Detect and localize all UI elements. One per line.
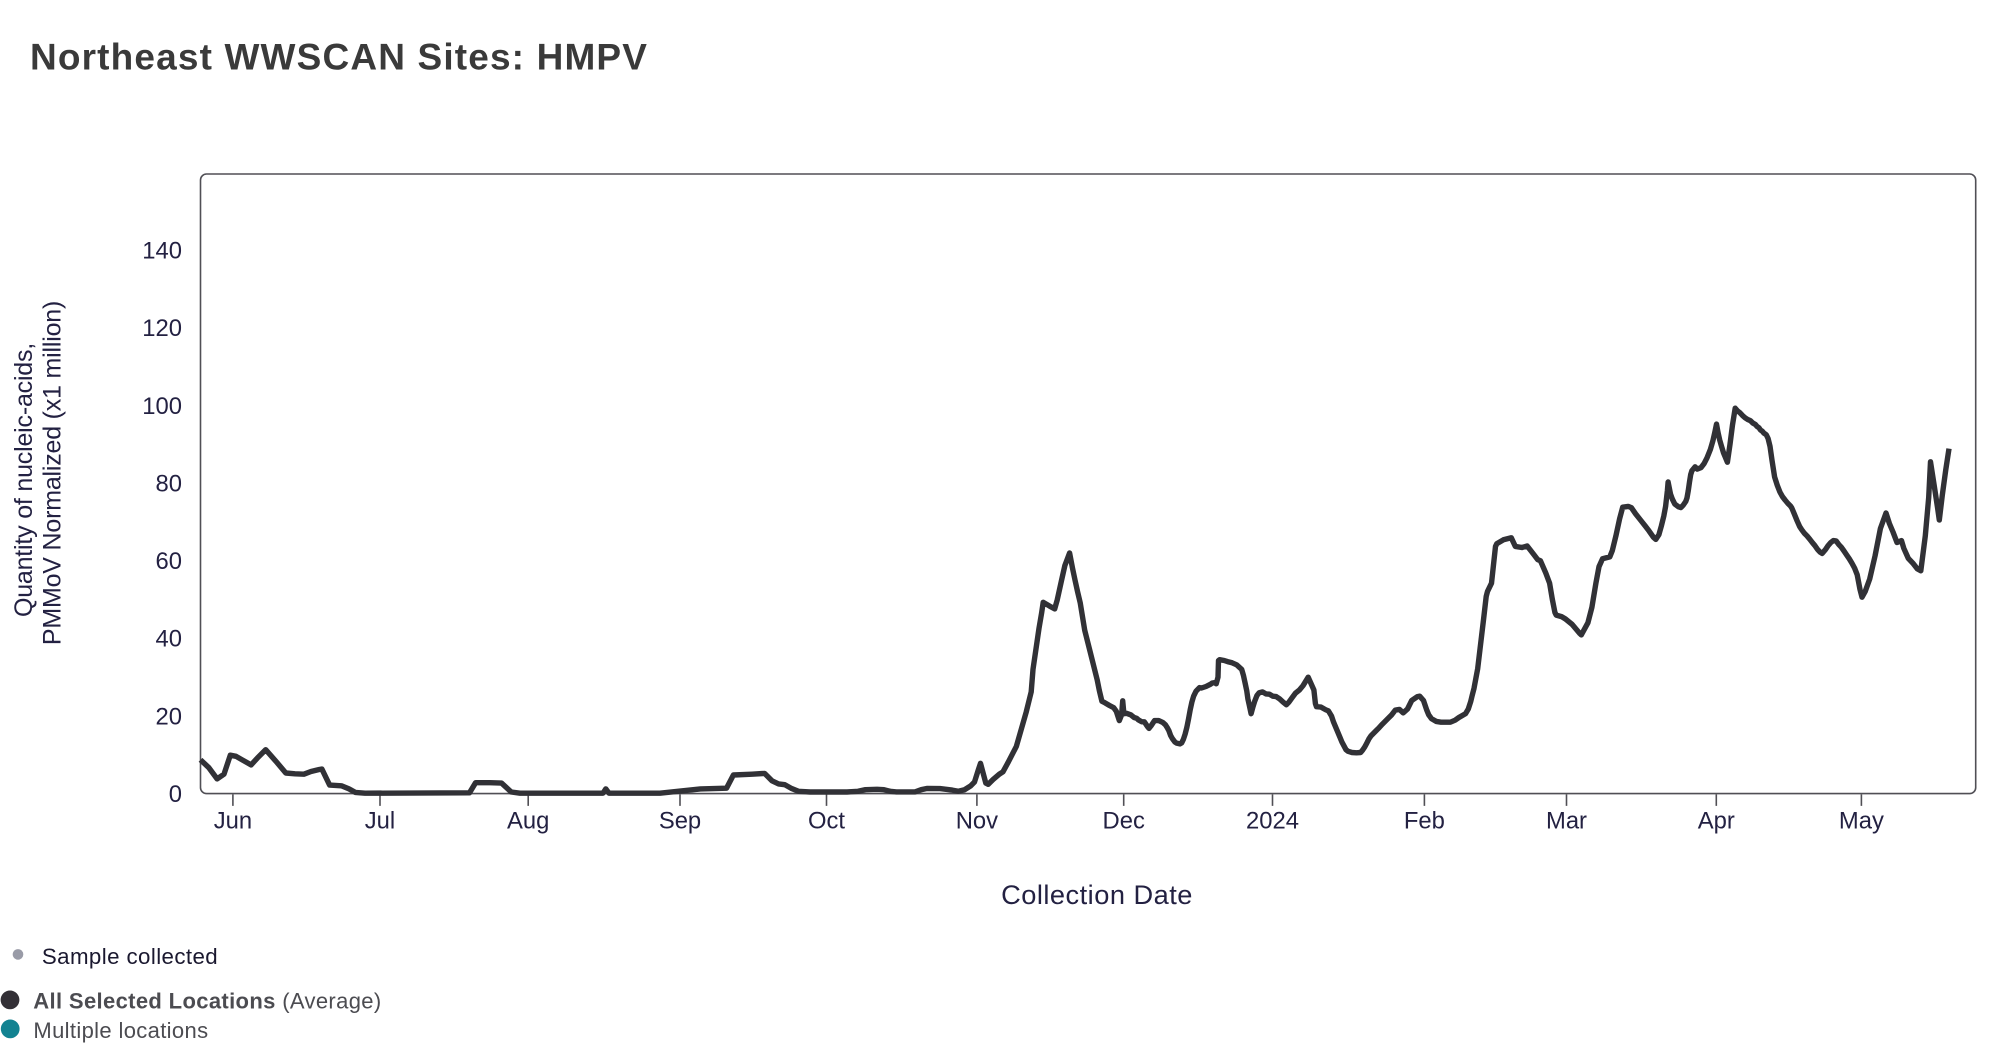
svg-text:Aug: Aug — [507, 808, 549, 835]
svg-text:PMMoV Normalized (x1 million): PMMoV Normalized (x1 million) — [39, 301, 67, 645]
svg-text:0: 0 — [169, 781, 182, 808]
svg-text:Dec: Dec — [1103, 808, 1145, 835]
svg-text:Sample collected: Sample collected — [42, 944, 218, 969]
svg-text:All Selected Locations (Averag: All Selected Locations (Average) — [33, 988, 381, 1013]
svg-text:Sep: Sep — [659, 808, 701, 835]
svg-text:20: 20 — [156, 703, 182, 730]
svg-text:Nov: Nov — [956, 808, 998, 835]
svg-text:Jul: Jul — [365, 808, 395, 835]
svg-text:Quantity of nucleic-acids,: Quantity of nucleic-acids, — [10, 343, 38, 617]
svg-text:Mar: Mar — [1546, 808, 1587, 835]
svg-text:100: 100 — [142, 393, 182, 420]
svg-text:Collection Date: Collection Date — [1001, 879, 1193, 910]
svg-text:Feb: Feb — [1404, 808, 1445, 835]
svg-text:120: 120 — [142, 315, 182, 342]
svg-text:May: May — [1839, 808, 1884, 835]
svg-text:80: 80 — [156, 470, 182, 497]
svg-text:40: 40 — [156, 626, 182, 653]
svg-text:2024: 2024 — [1246, 808, 1299, 835]
svg-text:Multiple locations: Multiple locations — [33, 1018, 208, 1043]
svg-text:Apr: Apr — [1698, 808, 1735, 835]
svg-text:60: 60 — [156, 548, 182, 575]
svg-text:140: 140 — [142, 238, 182, 265]
svg-text:Oct: Oct — [808, 808, 845, 835]
svg-text:Northeast WWSCAN Sites: HMPV: Northeast WWSCAN Sites: HMPV — [30, 37, 648, 78]
svg-text:Jun: Jun — [214, 808, 252, 835]
